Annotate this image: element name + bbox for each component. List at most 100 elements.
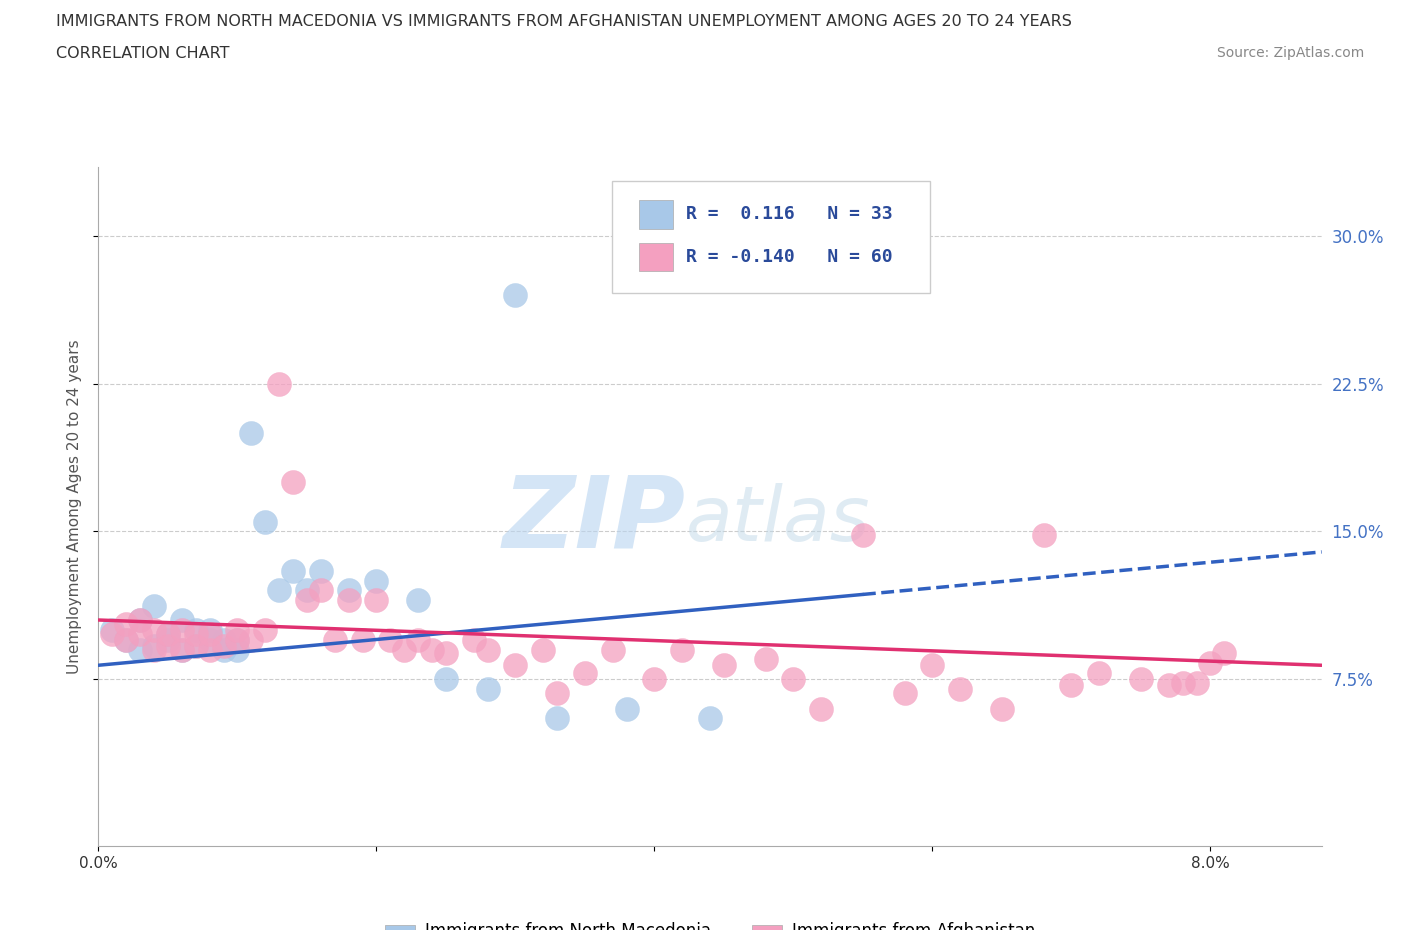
- Point: [921, 658, 943, 672]
- Point: [505, 658, 527, 672]
- Point: [212, 638, 235, 653]
- Point: [184, 626, 207, 641]
- Point: [156, 626, 179, 641]
- Point: [240, 632, 263, 647]
- Point: [129, 613, 152, 628]
- Point: [420, 642, 443, 657]
- Legend: Immigrants from North Macedonia, Immigrants from Afghanistan: Immigrants from North Macedonia, Immigra…: [378, 916, 1042, 930]
- Point: [295, 593, 318, 608]
- Text: ZIP: ZIP: [502, 472, 686, 569]
- Point: [129, 626, 152, 641]
- Point: [602, 642, 624, 657]
- Point: [226, 632, 249, 647]
- Point: [212, 632, 235, 647]
- Point: [380, 632, 402, 647]
- Point: [1032, 528, 1054, 543]
- Point: [143, 622, 166, 637]
- Point: [531, 642, 554, 657]
- Point: [184, 638, 207, 653]
- Point: [170, 642, 193, 657]
- Point: [671, 642, 693, 657]
- Point: [505, 288, 527, 303]
- Point: [782, 671, 804, 686]
- Text: Source: ZipAtlas.com: Source: ZipAtlas.com: [1216, 46, 1364, 60]
- Point: [477, 642, 499, 657]
- Point: [852, 528, 875, 543]
- Point: [281, 564, 304, 578]
- Point: [406, 632, 429, 647]
- Point: [406, 593, 429, 608]
- Point: [1199, 656, 1222, 671]
- Text: R = -0.140   N = 60: R = -0.140 N = 60: [686, 248, 893, 266]
- Point: [226, 622, 249, 637]
- Point: [156, 638, 179, 653]
- Point: [115, 632, 138, 647]
- Point: [198, 632, 221, 647]
- Point: [434, 646, 457, 661]
- Point: [240, 426, 263, 441]
- Point: [713, 658, 735, 672]
- Point: [156, 626, 179, 641]
- Point: [1213, 646, 1236, 661]
- Point: [699, 711, 721, 725]
- Point: [546, 685, 568, 700]
- Point: [269, 583, 291, 598]
- Point: [170, 622, 193, 637]
- Point: [170, 613, 193, 628]
- Point: [352, 632, 374, 647]
- Point: [101, 622, 124, 637]
- FancyBboxPatch shape: [640, 200, 673, 229]
- Text: IMMIGRANTS FROM NORTH MACEDONIA VS IMMIGRANTS FROM AFGHANISTAN UNEMPLOYMENT AMON: IMMIGRANTS FROM NORTH MACEDONIA VS IMMIG…: [56, 14, 1073, 29]
- FancyBboxPatch shape: [612, 181, 931, 293]
- Point: [463, 632, 485, 647]
- Point: [143, 642, 166, 657]
- Point: [949, 682, 972, 697]
- Point: [143, 599, 166, 614]
- Point: [392, 642, 416, 657]
- Point: [337, 593, 360, 608]
- Point: [546, 711, 568, 725]
- Point: [755, 652, 778, 667]
- Point: [115, 632, 138, 647]
- Point: [616, 701, 638, 716]
- Text: R =  0.116   N = 33: R = 0.116 N = 33: [686, 206, 893, 223]
- Point: [198, 622, 221, 637]
- Point: [184, 622, 207, 637]
- Point: [101, 626, 124, 641]
- Point: [1088, 666, 1111, 681]
- Point: [366, 593, 388, 608]
- Point: [1157, 677, 1180, 692]
- Point: [1185, 675, 1208, 690]
- Point: [295, 583, 318, 598]
- Point: [198, 642, 221, 657]
- FancyBboxPatch shape: [640, 243, 673, 272]
- Point: [1129, 671, 1152, 686]
- Point: [1060, 677, 1083, 692]
- Point: [281, 475, 304, 490]
- Point: [269, 377, 291, 392]
- Point: [991, 701, 1014, 716]
- Point: [366, 573, 388, 588]
- Point: [226, 632, 249, 647]
- Point: [574, 666, 596, 681]
- Point: [309, 564, 332, 578]
- Point: [115, 617, 138, 631]
- Y-axis label: Unemployment Among Ages 20 to 24 years: Unemployment Among Ages 20 to 24 years: [67, 339, 83, 674]
- Point: [323, 632, 346, 647]
- Point: [337, 583, 360, 598]
- Point: [1171, 675, 1194, 690]
- Point: [477, 682, 499, 697]
- Point: [170, 642, 193, 657]
- Point: [198, 626, 221, 641]
- Point: [156, 632, 179, 647]
- Text: atlas: atlas: [686, 484, 870, 557]
- Point: [810, 701, 832, 716]
- Point: [254, 622, 277, 637]
- Point: [129, 613, 152, 628]
- Point: [254, 514, 277, 529]
- Point: [129, 642, 152, 657]
- Text: CORRELATION CHART: CORRELATION CHART: [56, 46, 229, 61]
- Point: [184, 638, 207, 653]
- Point: [309, 583, 332, 598]
- Point: [143, 638, 166, 653]
